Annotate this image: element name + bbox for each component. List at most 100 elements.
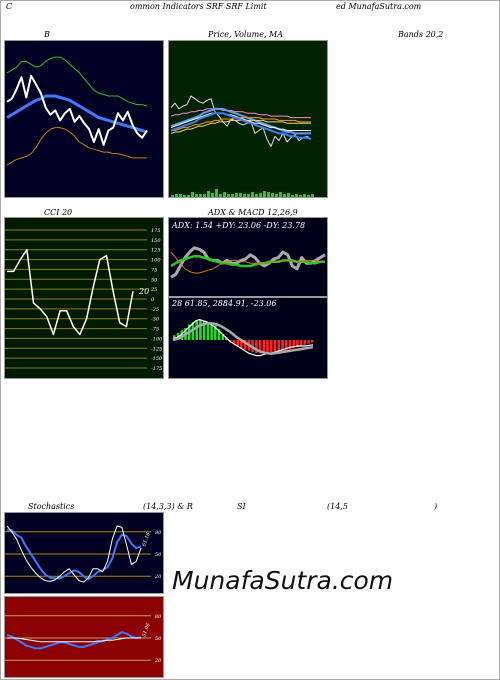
rsi-close-label: ) [434, 502, 438, 511]
rsi-ma-line [7, 637, 141, 643]
bands-label: Bands 20,2 [398, 30, 444, 39]
price-ma-long-line [170, 108, 311, 119]
stochastics-svg: 80 50 20 61.16 [5, 525, 162, 583]
macd-histogram-bar [180, 330, 184, 340]
volume-bar [207, 191, 210, 197]
macd-histogram-bar [232, 340, 236, 344]
cci-tick-label: -100 [151, 336, 163, 342]
volume-bar [283, 194, 286, 197]
cci-tick-label: 75 [151, 267, 157, 273]
adx-title: ADX: 1.54 +DY: 23.06 -DY: 23.78 [171, 221, 305, 230]
price-ma-blue-line [170, 112, 312, 141]
macd-histogram-bar [270, 340, 273, 354]
volume-bar [219, 194, 222, 197]
bollinger-price-line [6, 74, 148, 146]
adx-chart: ADX: 1.54 +DY: 23.06 -DY: 23.78 [168, 217, 328, 297]
cci-tick-label: -175 [151, 366, 162, 372]
stochastics-tick-label: 50 [155, 552, 162, 558]
rsi-label: SI [237, 502, 246, 511]
watermark: MunafaSutra.com [172, 566, 394, 595]
bollinger-lower-line [6, 127, 147, 166]
macd-histogram-bar [240, 340, 243, 349]
volume-bar [279, 192, 282, 197]
stochastics-label: Stochastics [28, 502, 75, 511]
stochastics-tick-label: 20 [154, 574, 162, 580]
stochastics-chart: 80 50 20 61.16 [4, 512, 164, 594]
cci-tick-label: 100 [151, 258, 161, 264]
bollinger-middle-line [6, 94, 148, 134]
rsi-params-label: (14,5 [327, 502, 348, 511]
price-ma-chart [168, 40, 328, 198]
stochastics-last-value-label: 61.16 [141, 531, 152, 547]
volume-bar [259, 193, 262, 197]
cci-svg: 175 150 125 100 75 50 25 0 -25 -50 -75 -100 -125 -150… [5, 228, 163, 372]
price-ma-mid2-line [170, 112, 311, 131]
rsi-chart: 80 50 20 51.06 [4, 596, 164, 678]
volume-bar [291, 195, 294, 197]
macd-histogram-bar [281, 340, 284, 351]
volume-bar [255, 194, 258, 197]
volume-bar [175, 194, 178, 197]
header-left: C [6, 2, 13, 11]
rsi-tick-label: 50 [155, 636, 162, 642]
volume-bar [287, 193, 290, 197]
volume-bar [203, 194, 206, 197]
cci-last-value-label: 20 [138, 287, 149, 296]
volume-bar [191, 192, 194, 197]
macd-histogram-bar [173, 335, 176, 340]
bollinger-chart [4, 40, 164, 198]
price-price-line [170, 95, 312, 147]
macd-histogram-bar [273, 340, 277, 354]
price-ma-label: Price, Volume, MA [208, 30, 284, 39]
macd-histogram-bar [217, 329, 221, 340]
volume-bar [307, 195, 310, 197]
macd-histogram-bar [262, 340, 266, 354]
cci-tick-label: 150 [151, 238, 161, 244]
volume-bar [231, 194, 234, 197]
macd-histogram-bar [284, 340, 288, 351]
macd-histogram-bar [258, 340, 262, 354]
macd-histogram-bar [243, 340, 247, 350]
volume-bar [199, 194, 202, 197]
header-right: ed MunafaSutra.com [336, 2, 422, 11]
macd-histogram-bar [307, 340, 310, 344]
macd-histogram-bar [221, 334, 225, 340]
bollinger-svg [6, 56, 148, 166]
volume-bar [211, 193, 214, 197]
macd-histogram-bar [296, 340, 299, 348]
cci-label: CCI 20 [44, 208, 73, 217]
macd-histogram-bar [202, 320, 206, 340]
volume-bar [239, 193, 242, 197]
bollinger-label: B [44, 30, 50, 39]
rsi-tick-label: 80 [155, 614, 162, 620]
volume-bar [243, 194, 246, 197]
volume-bar [295, 194, 298, 197]
cci-tick-label: -150 [151, 356, 163, 362]
volume-bar [251, 192, 254, 197]
cci-tick-label: -125 [151, 346, 162, 352]
volume-bar [187, 195, 190, 197]
cci-tick-label: 0 [151, 297, 155, 303]
volume-bar [171, 195, 174, 197]
macd-histogram-bar [255, 340, 258, 354]
volume-bar [235, 193, 238, 197]
macd-histogram-bar [236, 340, 239, 346]
volume-bar [223, 192, 226, 197]
cci-tick-label: 25 [150, 287, 157, 293]
cci-tick-label: -25 [151, 307, 159, 313]
macd-histogram-bar [266, 340, 269, 354]
stochastics-slow-line [7, 529, 142, 581]
price-ma-svg [170, 95, 314, 197]
cci-line [7, 248, 134, 336]
cci-tick-label: -50 [151, 317, 160, 323]
rsi-tick-label: 20 [154, 658, 162, 664]
macd-chart: 28 61.85, 2884.91, -23.06 [168, 297, 328, 379]
volume-bar [299, 195, 302, 197]
macd-histogram-bar [195, 320, 198, 340]
volume-bar [247, 194, 250, 197]
stoch-params-label: (14,3,3) & R [143, 502, 193, 511]
volume-bar [227, 194, 230, 197]
rsi-svg: 80 50 20 51.06 [5, 614, 162, 664]
macd-macd-line [172, 319, 314, 357]
stochastics-fast-line [6, 525, 142, 583]
